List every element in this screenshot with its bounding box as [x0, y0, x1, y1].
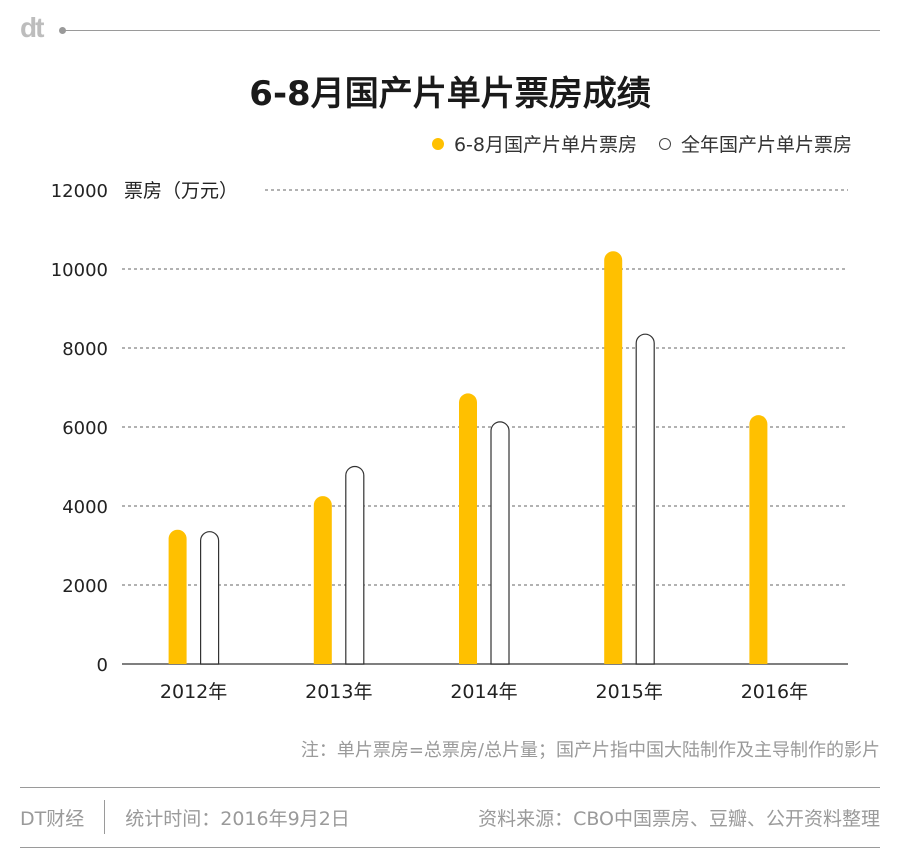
x-tick-label: 2016年 — [741, 681, 808, 703]
bar-summer — [749, 415, 768, 664]
bar-summer — [604, 251, 623, 664]
y-tick-label: 8000 — [62, 339, 108, 360]
y-tick-label: 6000 — [62, 418, 108, 439]
footer-top-rule — [20, 787, 880, 788]
legend-item-fullyear: 全年国产片单片票房 — [658, 130, 852, 157]
y-tick-label: 2000 — [62, 576, 108, 597]
footer-brand: DT财经 — [20, 807, 85, 830]
x-tick-label: 2012年 — [160, 681, 227, 703]
legend-swatch-outline — [658, 137, 671, 150]
bar-summer — [313, 496, 332, 664]
bar-summer — [459, 393, 477, 664]
legend-label-summer: 6-8月国产片单片票房 — [453, 134, 637, 156]
y-tick-label: 12000 — [51, 181, 108, 202]
bar-fullyear — [635, 333, 655, 665]
y-tick-label: 4000 — [62, 497, 108, 518]
x-tick-label: 2014年 — [450, 681, 517, 703]
bar-fullyear — [345, 465, 365, 665]
dt-logo: dt — [20, 12, 44, 43]
legend-item-summer: 6-8月国产片单片票房 — [431, 130, 637, 157]
footer-separator — [104, 800, 106, 834]
footer: DT财经 统计时间：2016年9月2日 资料来源：CBO中国票房、豆瓣、公开资料… — [20, 800, 880, 834]
y-tick-label: 10000 — [51, 260, 108, 281]
footer-bottom-rule — [20, 847, 880, 848]
bar-fullyear — [200, 531, 220, 665]
footer-stat-time: 统计时间：2016年9月2日 — [125, 807, 350, 830]
bar-summer — [168, 529, 187, 664]
x-tick-label: 2015年 — [596, 681, 663, 703]
footer-source: 资料来源：CBO中国票房、豆瓣、公开资料整理 — [478, 807, 880, 830]
chart-title: 6-8月国产片单片票房成绩 — [249, 74, 651, 114]
header-rule — [62, 30, 880, 31]
y-axis-label: 票房（万元） — [124, 180, 238, 202]
bar-fullyear — [490, 421, 510, 665]
x-tick-label: 2013年 — [305, 681, 372, 703]
footnote: 注：单片票房=总票房/总片量；国产片指中国大陆制作及主导制作的影片 — [300, 740, 880, 761]
bar-chart: 0 2000 4000 6000 8000 10000 12000 票房（万元） 2012年 20… — [51, 180, 848, 703]
chart-legend: 6-8月国产片单片票房 全年国产片单片票房 — [410, 130, 852, 157]
legend-label-fullyear: 全年国产片单片票房 — [680, 134, 852, 156]
y-tick-label: 0 — [97, 655, 108, 676]
legend-swatch-filled — [431, 137, 444, 150]
